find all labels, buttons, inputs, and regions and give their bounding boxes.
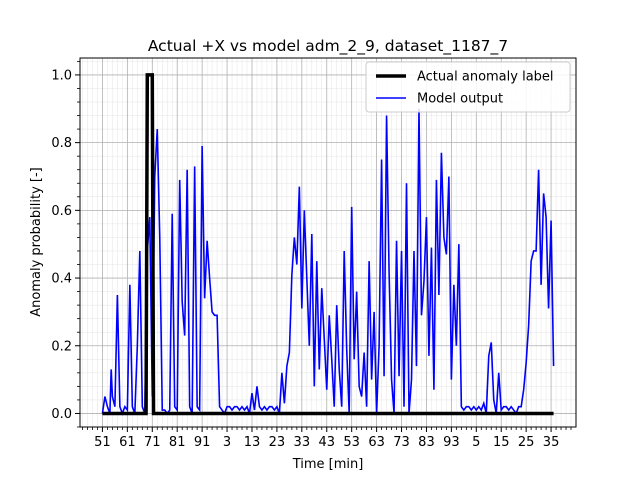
y-axis: 0.0 0.2 0.4 0.6 0.8 1.0 [51, 60, 80, 428]
x-tick-label: 91 [194, 435, 211, 450]
y-tick-label: 0.8 [51, 136, 72, 151]
x-tick-label: 93 [443, 435, 460, 450]
y-axis-label: Anomaly probability [-] [29, 167, 44, 316]
plot-frame [79, 57, 577, 428]
y-tick-label: 0.0 [51, 407, 72, 422]
minor-grid [80, 58, 576, 428]
x-tick-label: 13 [244, 435, 261, 450]
x-tick-label: 81 [169, 435, 186, 450]
legend-entry: Model output [417, 92, 503, 107]
y-tick-label: 1.0 [51, 68, 72, 83]
major-grid [80, 58, 576, 427]
x-tick-label: 53 [343, 435, 360, 450]
x-tick-label: 71 [144, 435, 161, 450]
legend-entry: Actual anomaly label [417, 70, 554, 85]
x-axis: 51 61 71 81 91 3 13 23 33 43 53 63 73 83 93 5 15 25 35 [82, 427, 572, 450]
x-tick-label: 35 [543, 435, 560, 450]
x-tick-label: 61 [119, 435, 136, 450]
y-tick-label: 0.4 [51, 272, 72, 287]
x-tick-label: 25 [518, 435, 535, 450]
x-tick-label: 83 [418, 435, 435, 450]
y-tick-label: 0.2 [51, 339, 72, 354]
model-output-line [101, 108, 555, 416]
x-tick-label: 63 [368, 435, 385, 450]
legend: Actual anomaly label Model output [365, 61, 571, 113]
x-tick-label: 15 [493, 435, 510, 450]
x-axis-label: Time [min] [292, 457, 364, 472]
x-tick-label: 43 [318, 435, 335, 450]
x-tick-label: 5 [472, 435, 480, 450]
x-tick-label: 73 [393, 435, 410, 450]
chart-title: Actual +X vs model adm_2_9, dataset_1187… [148, 37, 508, 56]
x-tick-label: 33 [294, 435, 311, 450]
series-layer [101, 73, 555, 416]
legend-box [365, 61, 571, 113]
x-tick-label: 23 [269, 435, 286, 450]
x-tick-label: 3 [223, 435, 231, 450]
actual-anomaly-label-line [102, 73, 554, 416]
y-tick-label: 0.6 [51, 204, 72, 219]
x-tick-label: 51 [94, 435, 111, 450]
